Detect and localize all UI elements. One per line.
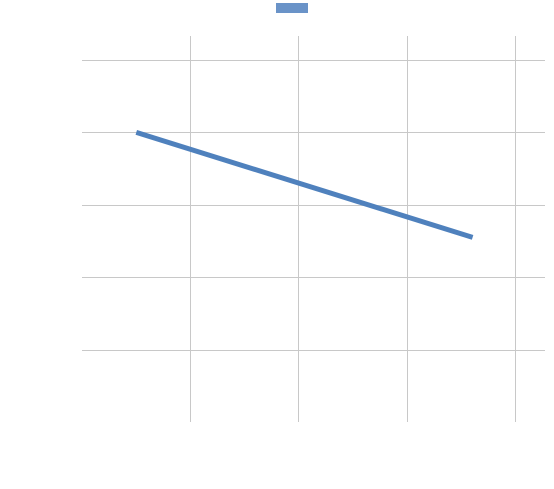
data-series — [135, 130, 474, 240]
chart-legend — [276, 3, 308, 13]
legend-swatch-series-1 — [276, 3, 308, 13]
grid-lines — [82, 36, 545, 422]
plot-area — [82, 36, 545, 422]
series-line-1 — [135, 130, 474, 240]
